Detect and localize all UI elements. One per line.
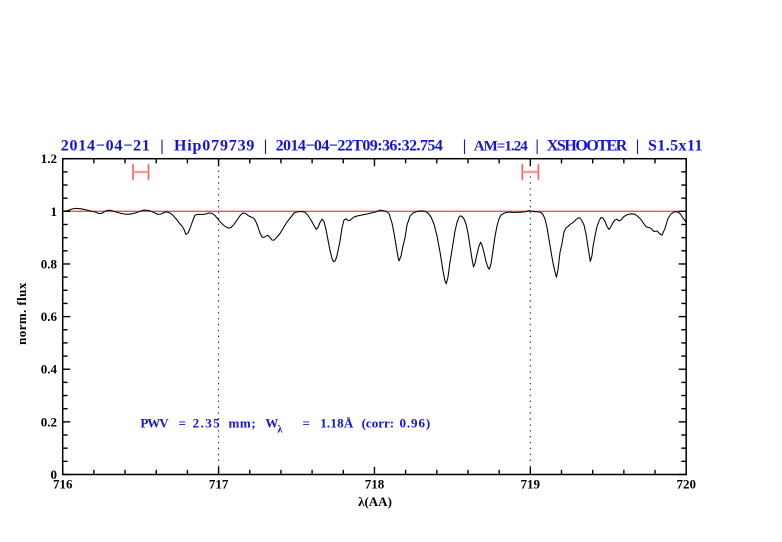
svg-text:0: 0 — [51, 467, 58, 482]
svg-text:2014−04−21|Hip079739|2014−04−2: 2014−04−21 | Hip079739 | 2014−04−22T09:36:32… — [61, 138, 703, 155]
svg-text:0.4: 0.4 — [41, 362, 58, 377]
svg-text:1: 1 — [51, 204, 58, 219]
svg-text:720: 720 — [676, 477, 696, 492]
svg-text:0.8: 0.8 — [41, 257, 58, 272]
svg-text:717: 717 — [209, 477, 229, 492]
svg-text:1.2: 1.2 — [41, 151, 57, 166]
svg-text:norm. flux: norm. flux — [14, 282, 29, 345]
svg-text:0.2: 0.2 — [41, 414, 57, 429]
svg-text:λ(AA): λ(AA) — [358, 494, 392, 509]
svg-text:718: 718 — [365, 477, 385, 492]
svg-text:719: 719 — [521, 477, 541, 492]
svg-text:716: 716 — [53, 477, 73, 492]
svg-text:0.6: 0.6 — [41, 309, 58, 324]
